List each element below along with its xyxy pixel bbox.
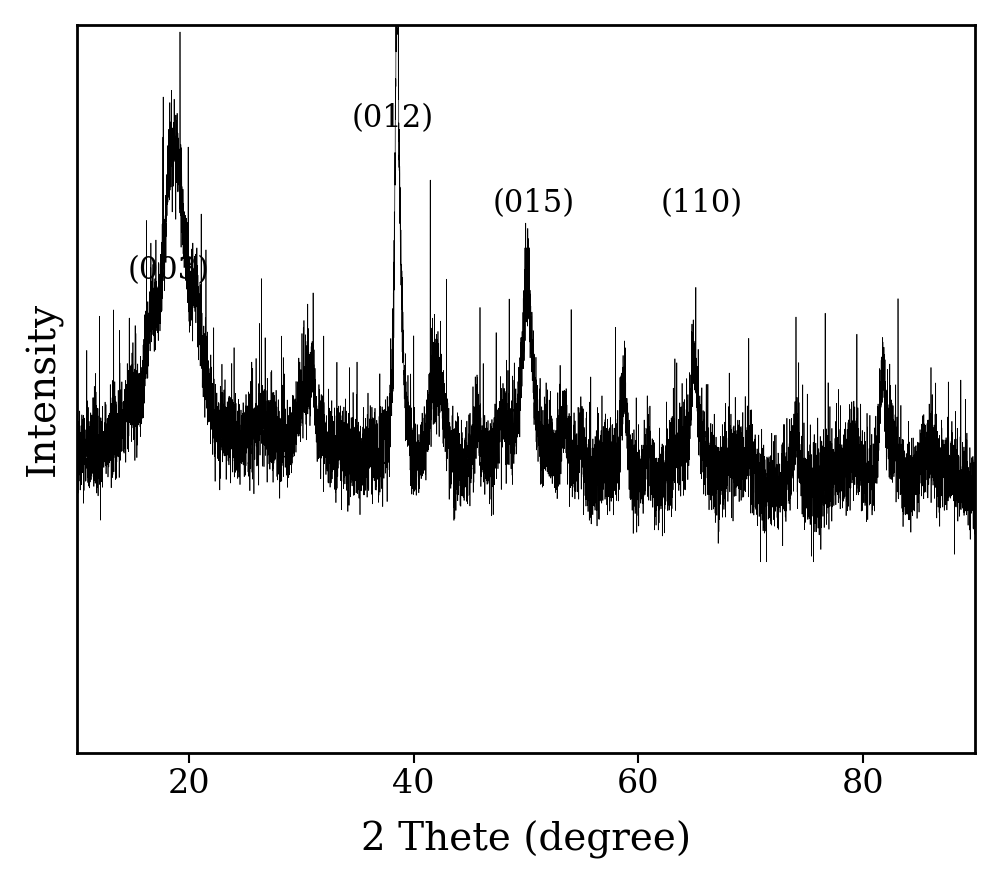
Text: (110): (110)	[661, 188, 743, 219]
Text: (015): (015)	[492, 188, 574, 219]
Y-axis label: Intensity: Intensity	[25, 302, 63, 476]
X-axis label: 2 Thete (degree): 2 Thete (degree)	[361, 820, 691, 859]
Text: (003): (003)	[127, 255, 209, 286]
Text: (012): (012)	[352, 103, 434, 134]
